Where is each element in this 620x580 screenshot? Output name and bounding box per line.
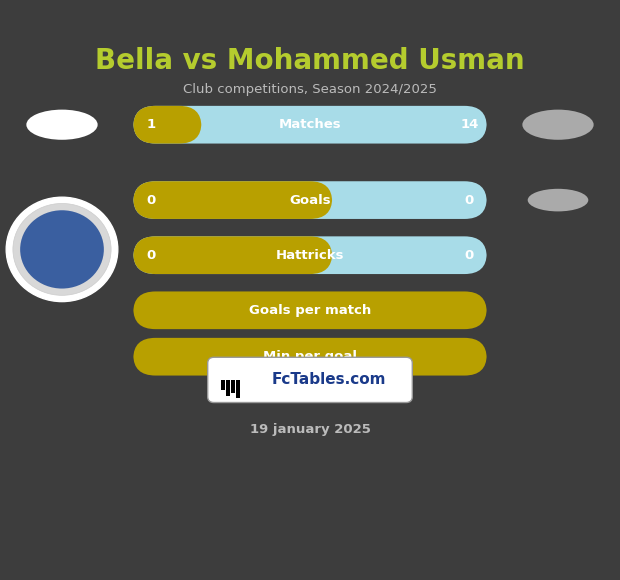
Text: Min per goal: Min per goal (263, 350, 357, 363)
Text: Goals: Goals (289, 194, 331, 206)
Text: Matches: Matches (278, 118, 342, 131)
Text: Club competitions, Season 2024/2025: Club competitions, Season 2024/2025 (183, 84, 437, 96)
Ellipse shape (26, 110, 98, 140)
Text: Hattricks: Hattricks (276, 249, 344, 262)
FancyBboxPatch shape (133, 106, 487, 143)
Text: 1: 1 (146, 118, 155, 131)
FancyBboxPatch shape (133, 181, 487, 219)
FancyBboxPatch shape (133, 106, 202, 143)
Text: 14: 14 (460, 118, 479, 131)
Text: 0: 0 (146, 249, 155, 262)
FancyBboxPatch shape (133, 181, 332, 219)
Circle shape (20, 211, 104, 288)
FancyBboxPatch shape (133, 338, 487, 376)
Circle shape (13, 204, 111, 295)
Bar (226, 380, 230, 396)
Circle shape (6, 197, 118, 302)
Bar (231, 380, 235, 393)
Text: 19 january 2025: 19 january 2025 (250, 423, 370, 436)
FancyBboxPatch shape (133, 237, 487, 274)
Text: FcTables.com: FcTables.com (272, 372, 386, 387)
Ellipse shape (522, 110, 594, 140)
Text: Bella vs Mohammed Usman: Bella vs Mohammed Usman (95, 47, 525, 75)
Text: 0: 0 (146, 194, 155, 206)
Text: 0: 0 (465, 249, 474, 262)
Text: Goals per match: Goals per match (249, 304, 371, 317)
FancyBboxPatch shape (133, 291, 487, 329)
FancyBboxPatch shape (133, 237, 332, 274)
FancyBboxPatch shape (208, 357, 412, 403)
Bar (236, 380, 240, 398)
Ellipse shape (528, 188, 588, 211)
Bar (221, 380, 225, 390)
Text: 0: 0 (465, 194, 474, 206)
